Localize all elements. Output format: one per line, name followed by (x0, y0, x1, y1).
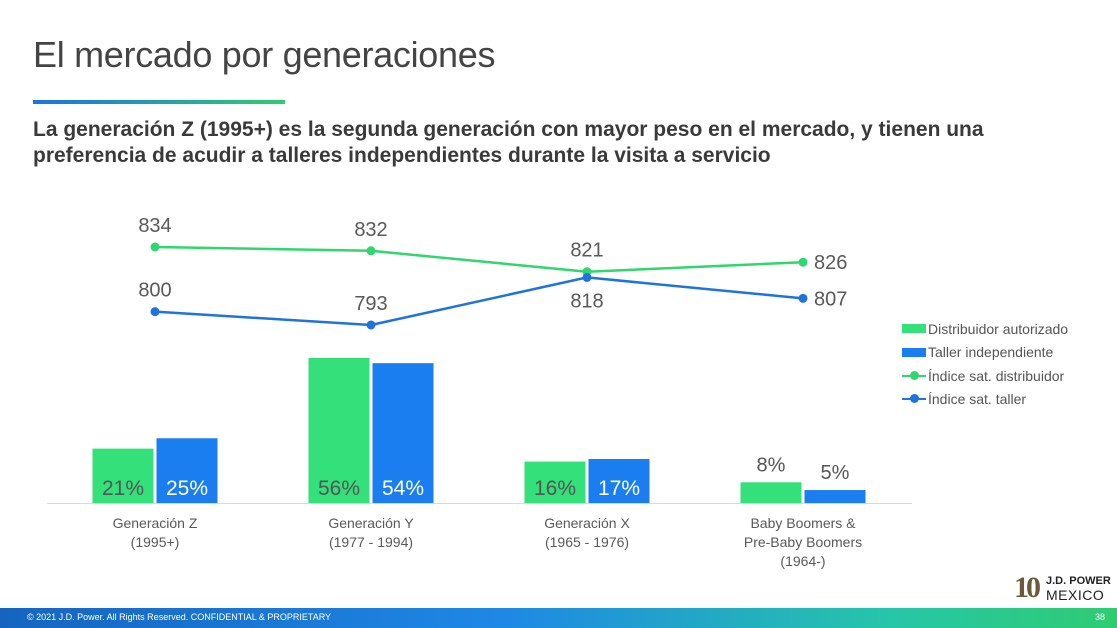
bar-taller (372, 363, 434, 503)
legend-swatch-blue (902, 347, 926, 357)
line-label-taller: 793 (354, 293, 387, 315)
legend-item-indice-taller: Índice sat. taller (902, 388, 1068, 412)
bar-taller (588, 458, 650, 503)
category-label: Baby Boomers & (750, 515, 856, 531)
legend-label: Taller independiente (928, 344, 1054, 361)
bar-data-label: 5% (821, 462, 850, 484)
footer-copyright: © 2021 J.D. Power. All Rights Reserved. … (27, 612, 332, 622)
legend-label: Distribuidor autorizado (928, 320, 1069, 337)
chart-legend: Distribuidor autorizado Taller independi… (902, 317, 1068, 411)
bar-data-label: 17% (598, 477, 640, 500)
category-label: (1964-) (780, 553, 825, 569)
bar-distribuidor (524, 461, 586, 503)
logo-country: MEXICO (1046, 587, 1105, 603)
line-label-distribuidor: 834 (138, 215, 171, 237)
line-label-taller: 818 (570, 290, 603, 312)
category-label: (1965 - 1976) (545, 534, 629, 550)
legend-dot-icon (910, 394, 919, 404)
legend-label: Índice sat. distribuidor (928, 367, 1065, 384)
line-label-taller: 807 (814, 288, 847, 310)
point-indice-distribuidor (798, 257, 808, 267)
bar-data-label: 54% (382, 477, 424, 500)
line-indice-taller (154, 276, 804, 327)
legend-item-indice-distribuidor: Índice sat. distribuidor (902, 364, 1068, 388)
point-indice-distribuidor (366, 246, 376, 256)
category-label: (1995+) (131, 534, 180, 550)
line-label-distribuidor: 821 (570, 240, 603, 262)
point-indice-taller (150, 307, 160, 317)
line-label-taller: 800 (138, 280, 171, 302)
line-label-distribuidor: 832 (354, 219, 387, 241)
point-indice-taller (798, 293, 808, 303)
legend-label: Índice sat. taller (928, 391, 1027, 408)
line-indice-distribuidor (154, 245, 804, 273)
point-indice-distribuidor (150, 242, 160, 252)
category-label: Generación Z (113, 515, 198, 531)
line-label-distribuidor: 826 (814, 252, 847, 274)
footer-bar: © 2021 J.D. Power. All Rights Reserved. … (0, 608, 1117, 628)
legend-line-green (902, 370, 926, 380)
category-label: Generación Y (328, 515, 414, 531)
category-label: Generación X (544, 515, 630, 531)
bar-taller (804, 490, 866, 503)
bar-data-label: 8% (757, 454, 786, 476)
bar-data-label: 25% (166, 477, 208, 500)
bar-distribuidor (308, 358, 370, 503)
page-title: El mercado por generaciones (33, 34, 496, 75)
logo-brand: J.D. POWER (1046, 575, 1111, 587)
legend-dot-icon (910, 370, 919, 380)
category-label: Pre-Baby Boomers (744, 534, 862, 550)
jd-power-logo: 10 J.D. POWER MEXICO (1014, 571, 1111, 604)
category-label: (1977 - 1994) (329, 534, 413, 550)
legend-item-distribuidor: Distribuidor autorizado (902, 317, 1068, 341)
bar-data-label: 16% (534, 477, 576, 500)
logo-number: 10 (1014, 571, 1041, 604)
legend-item-taller: Taller independiente (902, 341, 1068, 365)
bar-data-label: 56% (318, 477, 360, 500)
bar-distribuidor (92, 448, 154, 503)
point-indice-taller (366, 320, 376, 330)
bar-distribuidor (740, 482, 802, 503)
legend-swatch-green (902, 324, 926, 334)
bar-data-label: 21% (102, 477, 144, 500)
bar-taller (156, 438, 218, 503)
point-indice-taller (582, 272, 592, 282)
page-number: 38 (1094, 612, 1105, 622)
legend-line-blue (902, 394, 926, 404)
page-subtitle: La generación Z (1995+) es la segunda ge… (33, 118, 984, 167)
title-underline (33, 100, 285, 104)
